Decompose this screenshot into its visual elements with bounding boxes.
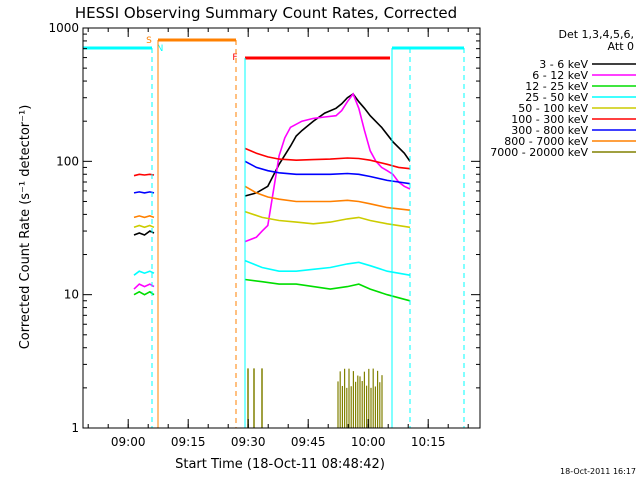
series-line	[244, 147, 411, 170]
series-line	[244, 185, 411, 211]
legend-label: 7000 - 20000 keV	[490, 146, 588, 159]
flag-letter-s: S	[146, 36, 152, 46]
series-line	[133, 173, 155, 177]
legend-header-2: Att 0	[608, 40, 634, 53]
series-line	[244, 92, 411, 197]
x-axis-label: Start Time (18-Oct-11 08:48:42)	[175, 457, 385, 472]
legend-label: 100 - 300 keV	[511, 113, 588, 126]
legend-header-1: Det 1,3,4,5,6,	[558, 28, 634, 41]
x-tick-label: 09:15	[171, 435, 206, 449]
flag-bars	[83, 38, 464, 60]
legend-label: 50 - 100 keV	[518, 102, 588, 115]
y-tick-label: 1	[71, 421, 79, 435]
y-tick-label: 1000	[48, 21, 79, 35]
chart-title: HESSI Observing Summary Count Rates, Cor…	[75, 4, 457, 22]
legend-label: 6 - 12 keV	[532, 69, 588, 82]
series-line	[133, 270, 155, 276]
legend-label: 25 - 50 keV	[525, 91, 588, 104]
attenuator-lines	[151, 40, 465, 428]
x-tick-label: 09:45	[291, 435, 326, 449]
series-line	[133, 224, 155, 229]
x-tick-label: 09:00	[111, 435, 146, 449]
x-tick-label: 10:15	[411, 435, 446, 449]
legend-label: 800 - 7000 keV	[504, 135, 588, 148]
axis-ticks	[83, 27, 480, 429]
legend-label: 12 - 25 keV	[525, 80, 588, 93]
series-line	[244, 92, 411, 243]
tick-labels: 09:00 09:15 09:30 09:45 10:00 10:15 1 10 100 1000	[48, 21, 445, 449]
series-line	[244, 210, 411, 229]
y-tick-label: 10	[64, 288, 79, 302]
plot-frame	[82, 27, 481, 429]
x-tick-label: 09:30	[231, 435, 266, 449]
legend-label: 300 - 800 keV	[511, 124, 588, 137]
x-tick-label: 10:00	[351, 435, 386, 449]
series-line	[244, 278, 411, 302]
footer-timestamp: 18-Oct-2011 16:17	[560, 467, 636, 476]
series-line	[244, 259, 411, 276]
series-line	[133, 283, 155, 290]
series-line	[133, 215, 155, 219]
series-line	[244, 160, 411, 185]
flag-letter-n: N	[157, 44, 164, 54]
series-line	[133, 290, 155, 296]
flag-letters: SN F	[146, 36, 237, 63]
series-lines	[133, 92, 411, 302]
y-axis-label: Corrected Count Rate (s⁻¹ detector⁻¹)	[18, 105, 33, 350]
series-line	[133, 191, 155, 194]
legend-label: 3 - 6 keV	[539, 58, 588, 71]
high-energy-spikes	[247, 368, 383, 428]
flag-letter-f: F	[232, 53, 237, 63]
y-tick-label: 100	[56, 154, 79, 168]
series-line	[133, 230, 155, 236]
